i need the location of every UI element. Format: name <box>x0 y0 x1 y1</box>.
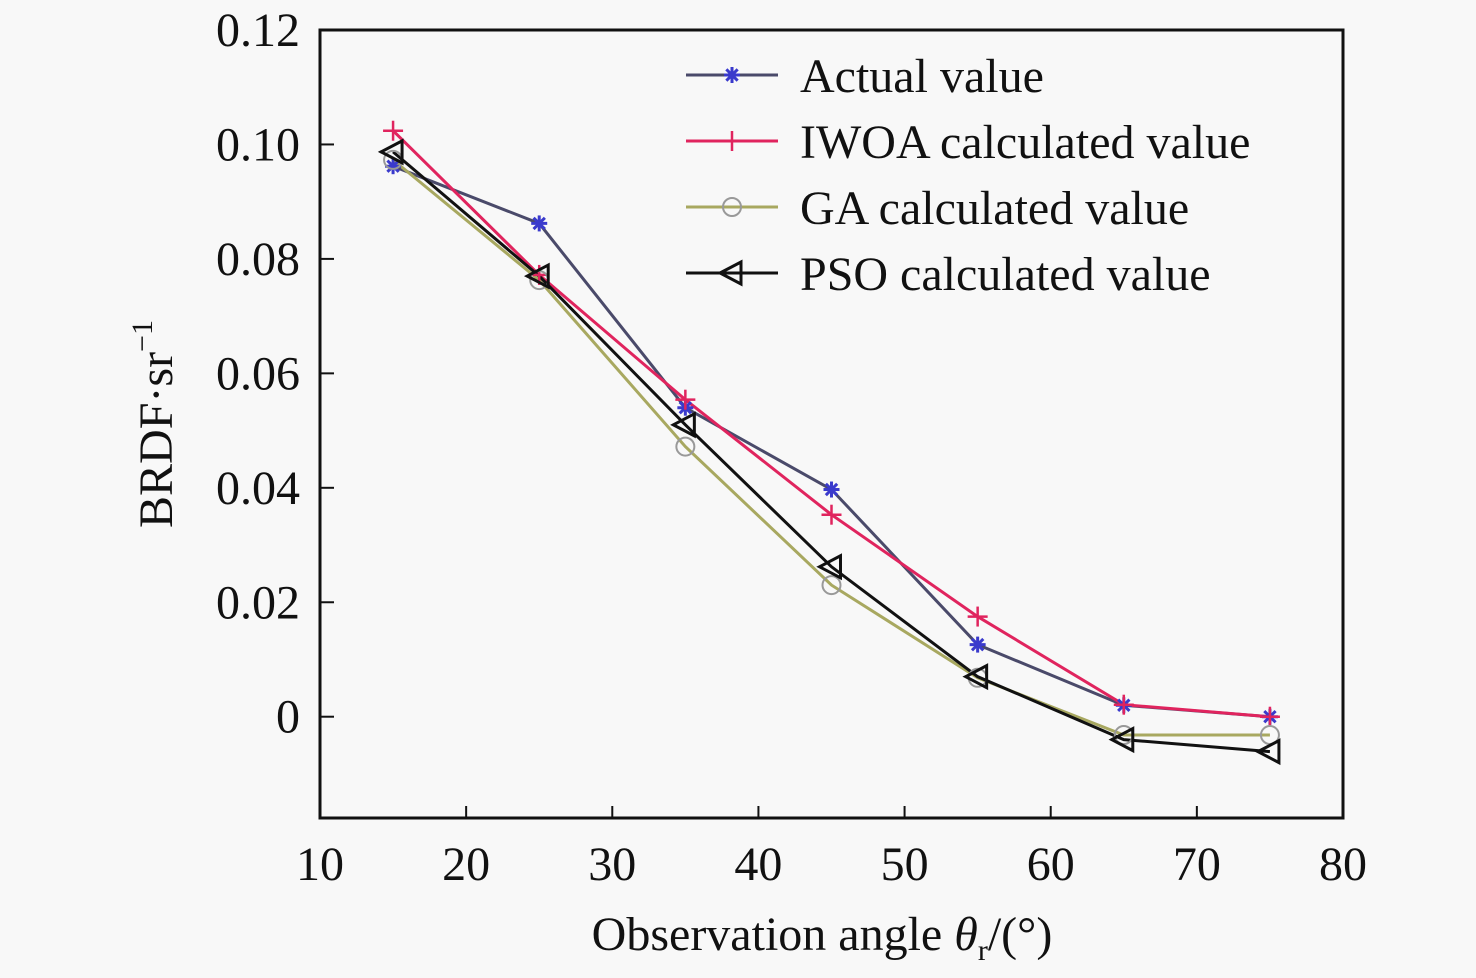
plus-marker <box>1259 706 1280 727</box>
asterisk-marker <box>724 67 740 83</box>
x-tick-label: 30 <box>588 838 636 891</box>
x-axis-title: Observation angle θr/(°) <box>592 908 1053 967</box>
asterisk-marker <box>969 636 986 653</box>
series-line-pso <box>392 150 1271 754</box>
legend-label: Actual value <box>800 50 1044 103</box>
triangle-left-marker <box>670 411 696 439</box>
plus-marker <box>675 389 696 410</box>
legend-item: Actual value <box>686 50 1044 103</box>
y-tick-label: 0 <box>276 691 300 744</box>
plus-marker <box>821 504 842 525</box>
asterisk-marker <box>823 481 840 498</box>
plus-marker <box>967 606 988 627</box>
circle-marker <box>821 575 842 596</box>
y-tick-label: 0.02 <box>216 576 300 629</box>
x-axis-ticks: 10 20 30 40 50 60 70 80 <box>296 806 1367 891</box>
legend: Actual value IWOA calculated value GA calc… <box>686 50 1250 301</box>
legend-label: GA calculated value <box>800 182 1189 235</box>
plus-marker <box>1113 694 1134 715</box>
x-tick-label: 20 <box>442 838 490 891</box>
legend-label: IWOA calculated value <box>800 116 1250 169</box>
triangle-left-marker <box>1254 738 1281 766</box>
x-tick-label: 70 <box>1173 838 1221 891</box>
legend-label: PSO calculated value <box>800 248 1211 301</box>
triangle-left-marker <box>816 553 842 581</box>
triangle-left-marker <box>716 259 743 287</box>
triangle-left-marker <box>523 262 550 290</box>
y-tick-label: 0.08 <box>216 233 300 286</box>
asterisk-marker <box>531 215 548 232</box>
legend-item: IWOA calculated value <box>686 116 1250 169</box>
x-tick-label: 40 <box>734 838 782 891</box>
y-axis-ticks: 0 0.02 0.04 0.06 0.08 0.10 0.12 <box>216 4 334 744</box>
plot-frame <box>318 28 1345 820</box>
x-tick-label: 80 <box>1319 838 1367 891</box>
circle-marker <box>675 436 696 457</box>
plus-marker <box>383 120 404 141</box>
triangle-left-marker <box>1108 726 1135 754</box>
y-tick-label: 0.04 <box>216 462 300 515</box>
series-line-ga <box>392 158 1270 737</box>
y-axis-title: BRDF·sr−1 <box>126 320 183 528</box>
plus-marker <box>722 131 742 151</box>
legend-item: GA calculated value <box>686 182 1189 235</box>
circle-marker <box>722 197 742 217</box>
triangle-left-marker <box>962 663 989 691</box>
y-tick-label: 0.12 <box>216 4 300 57</box>
y-tick-label: 0.06 <box>216 347 300 400</box>
series-markers <box>377 120 1281 766</box>
x-tick-label: 10 <box>296 838 344 891</box>
x-tick-label: 50 <box>881 838 929 891</box>
legend-item: PSO calculated value <box>686 248 1211 301</box>
triangle-left-marker <box>377 138 404 166</box>
x-tick-label: 60 <box>1027 838 1075 891</box>
y-tick-label: 0.10 <box>216 118 300 171</box>
